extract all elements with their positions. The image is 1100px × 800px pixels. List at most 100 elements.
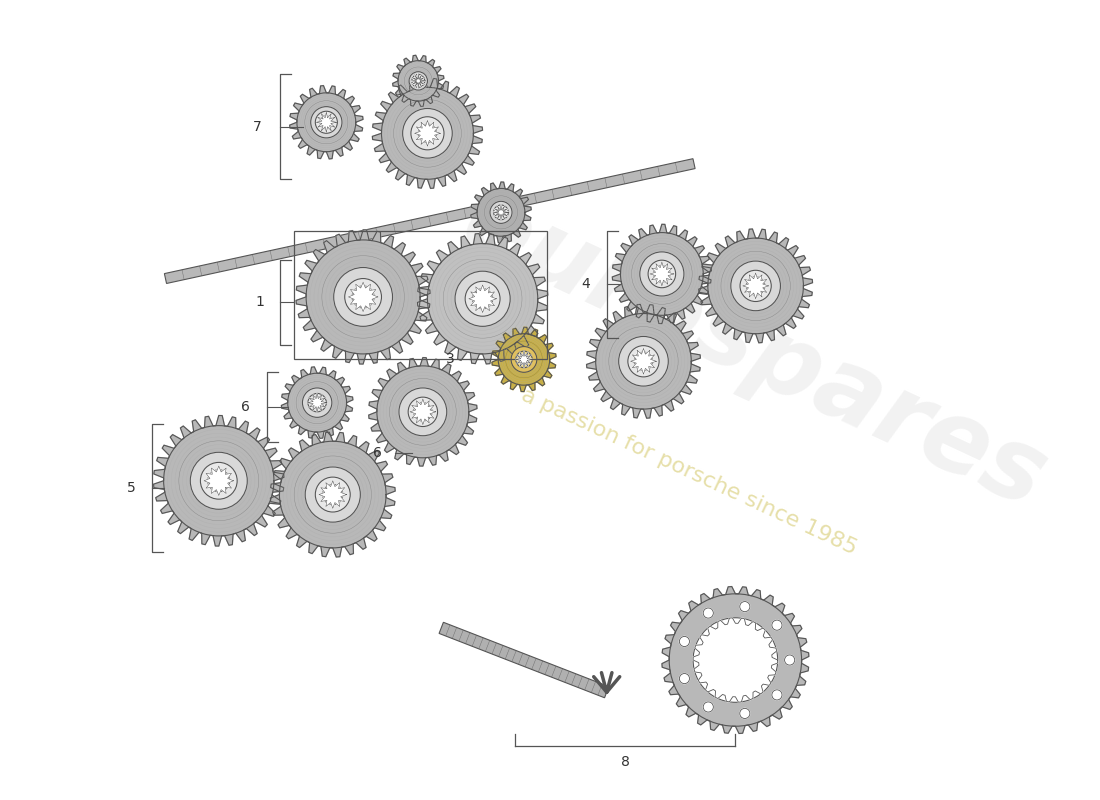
Circle shape <box>512 346 537 372</box>
Circle shape <box>628 346 659 377</box>
Circle shape <box>618 337 669 386</box>
Circle shape <box>308 394 327 412</box>
Circle shape <box>747 277 764 295</box>
Circle shape <box>297 93 355 152</box>
Circle shape <box>620 233 703 315</box>
Polygon shape <box>698 229 813 342</box>
Circle shape <box>316 111 338 134</box>
Circle shape <box>418 124 437 142</box>
Circle shape <box>740 270 771 302</box>
Circle shape <box>305 467 361 522</box>
Polygon shape <box>742 273 769 298</box>
Polygon shape <box>630 349 657 374</box>
Circle shape <box>164 426 274 536</box>
Circle shape <box>399 388 447 436</box>
Circle shape <box>409 72 428 90</box>
Polygon shape <box>282 367 353 438</box>
Polygon shape <box>296 230 430 364</box>
Text: 3: 3 <box>447 353 455 366</box>
Circle shape <box>653 266 670 282</box>
Circle shape <box>516 351 532 368</box>
Polygon shape <box>493 205 509 220</box>
Circle shape <box>302 388 332 418</box>
Circle shape <box>784 655 794 665</box>
Circle shape <box>680 637 690 646</box>
Circle shape <box>190 452 248 510</box>
Circle shape <box>288 374 346 432</box>
Circle shape <box>344 278 382 315</box>
Circle shape <box>477 189 525 236</box>
Circle shape <box>635 352 652 370</box>
Polygon shape <box>373 78 483 188</box>
Circle shape <box>428 244 538 354</box>
Circle shape <box>772 620 782 630</box>
Polygon shape <box>515 350 532 368</box>
Circle shape <box>306 240 420 354</box>
Polygon shape <box>415 121 440 146</box>
Circle shape <box>703 702 713 712</box>
Circle shape <box>382 87 473 179</box>
Polygon shape <box>308 393 327 412</box>
Circle shape <box>707 238 803 334</box>
Polygon shape <box>411 74 426 88</box>
Circle shape <box>494 205 508 220</box>
Circle shape <box>322 485 343 505</box>
Circle shape <box>772 690 782 700</box>
Circle shape <box>455 271 510 326</box>
Circle shape <box>703 608 713 618</box>
Polygon shape <box>439 622 609 698</box>
Circle shape <box>403 109 452 158</box>
Circle shape <box>680 674 690 684</box>
Polygon shape <box>349 282 377 312</box>
Polygon shape <box>164 158 695 283</box>
Circle shape <box>208 470 230 492</box>
Text: 7: 7 <box>253 120 262 134</box>
Circle shape <box>411 74 425 87</box>
Polygon shape <box>471 182 531 242</box>
Polygon shape <box>393 55 444 106</box>
Circle shape <box>669 594 802 726</box>
Polygon shape <box>154 415 284 546</box>
Circle shape <box>473 289 493 309</box>
Polygon shape <box>319 481 346 508</box>
Text: 6: 6 <box>241 400 250 414</box>
Text: a passion for porsche since 1985: a passion for porsche since 1985 <box>518 385 860 558</box>
Text: 5: 5 <box>128 481 136 495</box>
Polygon shape <box>492 327 556 392</box>
Circle shape <box>411 117 444 150</box>
Polygon shape <box>289 86 363 159</box>
Text: 1: 1 <box>256 295 265 310</box>
Circle shape <box>740 708 750 718</box>
Polygon shape <box>205 466 233 495</box>
Circle shape <box>519 354 529 365</box>
Bar <box>294 230 547 359</box>
Circle shape <box>640 252 684 296</box>
Circle shape <box>730 261 780 310</box>
Polygon shape <box>316 112 337 132</box>
Circle shape <box>316 477 350 512</box>
Circle shape <box>320 116 333 129</box>
Circle shape <box>279 442 386 548</box>
Circle shape <box>415 78 422 85</box>
Circle shape <box>333 267 393 326</box>
Polygon shape <box>662 586 808 734</box>
Polygon shape <box>410 399 436 425</box>
Circle shape <box>408 397 438 426</box>
Circle shape <box>596 314 691 409</box>
Polygon shape <box>271 432 395 557</box>
Circle shape <box>693 618 778 702</box>
Polygon shape <box>417 234 548 364</box>
Circle shape <box>377 366 469 458</box>
Text: 8: 8 <box>620 755 629 769</box>
Circle shape <box>497 208 505 217</box>
Polygon shape <box>469 285 496 313</box>
Circle shape <box>200 462 238 499</box>
Circle shape <box>740 602 750 612</box>
Polygon shape <box>693 618 778 702</box>
Circle shape <box>498 334 550 385</box>
Circle shape <box>490 202 512 223</box>
Circle shape <box>398 61 439 101</box>
Circle shape <box>310 106 342 138</box>
Circle shape <box>648 260 675 288</box>
Polygon shape <box>586 304 701 418</box>
